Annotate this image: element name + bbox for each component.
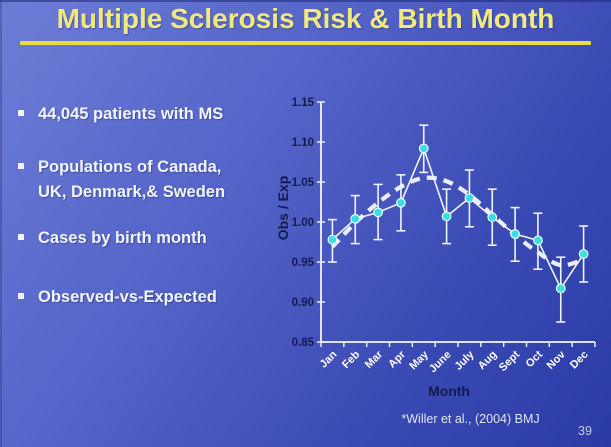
bullet-text: Observed-vs-Expected [38, 288, 217, 306]
bullet-text: Cases by birth month [38, 229, 207, 247]
svg-text:Feb: Feb [340, 348, 363, 371]
bullet-item-patients: 44,045 patients with MS [18, 102, 270, 127]
bullet-item-observed-expected: Observed-vs-Expected [18, 285, 270, 310]
svg-text:1.00: 1.00 [292, 217, 314, 229]
x-axis-title: Month [428, 383, 470, 399]
citation: *Willer et al., (2004) BMJ [401, 412, 540, 426]
svg-text:1.15: 1.15 [292, 97, 315, 109]
svg-text:Apr: Apr [386, 348, 408, 370]
bullet-square-icon [18, 234, 24, 240]
page-title: Multiple Sclerosis Risk & Birth Month [56, 3, 555, 34]
bullet-item-populations: Populations of Canada, UK, Denmark,& Swe… [18, 155, 270, 205]
obs-exp-by-birth-month-chart: 1.15 1.10 1.05 1.00 0.95 0.90 0.85 Jan Feb Mar Apr… [270, 88, 605, 388]
svg-text:June: June [427, 349, 454, 376]
svg-text:Jan: Jan [318, 348, 340, 370]
svg-text:Oct: Oct [524, 348, 546, 370]
svg-text:1.05: 1.05 [292, 177, 315, 189]
svg-text:Dec: Dec [568, 349, 591, 372]
title-underline [20, 41, 591, 45]
svg-text:0.85: 0.85 [292, 337, 315, 349]
svg-text:1.10: 1.10 [292, 137, 314, 149]
bullet-square-icon [18, 163, 24, 169]
bullet-text: Populations of Canada, UK, Denmark,& Swe… [38, 158, 226, 201]
page-number: 39 [578, 424, 592, 438]
svg-text:0.90: 0.90 [292, 297, 314, 309]
svg-text:Mar: Mar [363, 348, 386, 371]
svg-text:Nov: Nov [545, 348, 569, 372]
svg-text:0.95: 0.95 [292, 257, 315, 269]
bullet-square-icon [18, 110, 24, 116]
svg-text:Sept: Sept [497, 348, 523, 374]
bullet-item-cases: Cases by birth month [18, 226, 270, 251]
svg-text:July: July [452, 348, 477, 373]
svg-text:Aug: Aug [476, 349, 500, 373]
bullet-text: 44,045 patients with MS [38, 105, 224, 123]
bullet-square-icon [18, 293, 24, 299]
